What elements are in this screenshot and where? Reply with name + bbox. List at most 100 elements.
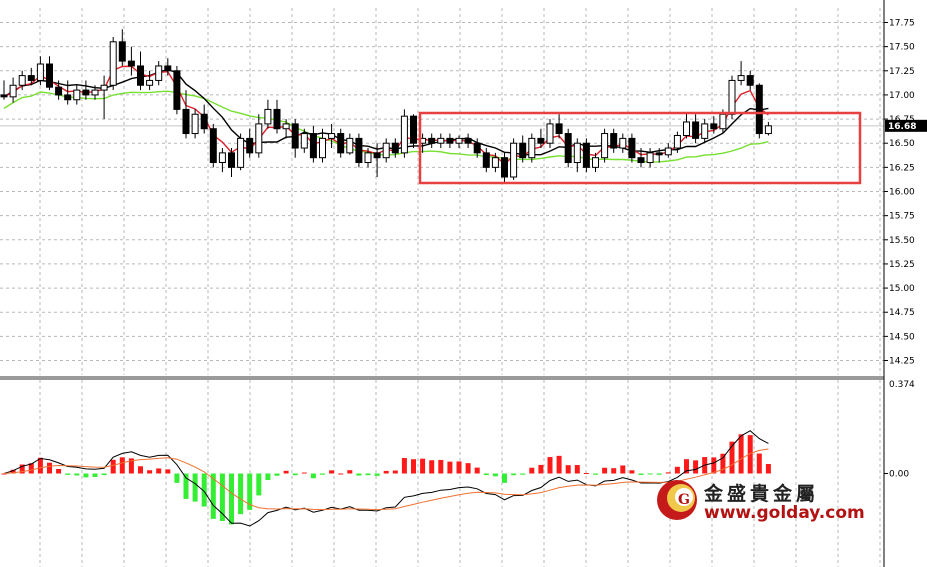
- candle-body: [9, 84, 17, 98]
- candle-body: [218, 152, 226, 164]
- macd-histogram-bar: [411, 459, 416, 474]
- candle-body: [246, 137, 254, 154]
- candle: [291, 119, 299, 158]
- candle-body: [91, 89, 99, 96]
- candle-body: [501, 157, 508, 178]
- candle-body: [637, 157, 645, 164]
- macd-histogram-bar: [28, 463, 34, 474]
- candle-body: [646, 152, 654, 164]
- macd-histogram-bar: [638, 473, 644, 475]
- macd-histogram-bar: [292, 473, 298, 476]
- macd-histogram-bar: [338, 473, 344, 475]
- candle: [218, 148, 226, 173]
- candle: [0, 80, 8, 100]
- macd-histogram-bar: [620, 465, 626, 474]
- macd-histogram-bar: [383, 470, 389, 474]
- candle: [692, 114, 700, 144]
- macd-histogram-bar: [547, 457, 553, 474]
- macd-histogram-bar: [438, 459, 444, 474]
- candle-body: [164, 65, 172, 72]
- candle: [701, 119, 709, 144]
- macd-line: [3, 430, 769, 527]
- candle: [237, 133, 245, 171]
- candle: [528, 133, 536, 163]
- watermark-chinese-text: 金盛貴金屬: [703, 482, 819, 505]
- macd-histogram-bar: [365, 473, 371, 476]
- candle: [300, 128, 308, 153]
- candle-body: [73, 89, 81, 101]
- macd-histogram-bar: [119, 457, 125, 474]
- macd-histogram-bar: [538, 464, 544, 474]
- candle-body: [191, 113, 199, 135]
- macd-histogram-bar: [320, 473, 325, 475]
- candle-body: [664, 147, 672, 156]
- candle-body: [146, 79, 154, 86]
- candle-body: [683, 121, 690, 136]
- candle: [501, 152, 508, 184]
- candle-body: [291, 123, 299, 149]
- candle-body: [337, 133, 345, 154]
- macd-pane: 0.374 0.00: [1, 380, 915, 527]
- candle: [46, 56, 53, 91]
- macd-histogram-bar: [456, 461, 462, 474]
- macd-histogram-bar: [401, 458, 407, 474]
- candle-body: [273, 108, 281, 130]
- candle: [282, 119, 290, 139]
- macd-histogram-bar: [156, 468, 162, 474]
- macd-histogram-bar: [310, 473, 316, 479]
- candle: [746, 70, 754, 91]
- candle-body: [46, 63, 53, 88]
- candle: [555, 114, 563, 139]
- macd-histogram-bar: [37, 457, 43, 474]
- candle: [273, 99, 281, 134]
- candle-body: [364, 152, 372, 164]
- axis-tick-label: 15.00: [889, 284, 915, 294]
- macd-histogram-bar: [274, 473, 280, 476]
- candle-body: [555, 123, 563, 135]
- candle-body: [701, 123, 709, 139]
- candle: [519, 135, 527, 163]
- candle: [91, 85, 99, 100]
- candle-body: [0, 94, 8, 98]
- candle: [710, 116, 718, 134]
- macd-histogram-bar: [138, 466, 143, 474]
- candle-body: [746, 75, 754, 86]
- candle: [209, 123, 217, 168]
- macd-histogram-bar: [492, 473, 498, 477]
- candle: [601, 128, 609, 163]
- candle-body: [373, 152, 381, 159]
- macd-histogram-bar: [747, 435, 753, 474]
- macd-histogram-bar: [556, 455, 562, 474]
- candle: [55, 80, 63, 100]
- macd-histogram-bar: [301, 472, 307, 474]
- svg-text:G: G: [678, 492, 690, 508]
- candle-body: [710, 123, 718, 130]
- macd-histogram-bar: [10, 469, 16, 474]
- macd-histogram-bar: [238, 473, 244, 515]
- macd-histogram-bar: [192, 473, 198, 502]
- candle-body: [182, 108, 190, 135]
- candle: [200, 104, 208, 134]
- macd-histogram-bar: [65, 473, 71, 475]
- candle: [628, 133, 636, 163]
- macd-histogram-bar: [183, 473, 189, 499]
- macd-histogram-bar: [110, 459, 116, 474]
- candle-body: [319, 137, 326, 159]
- candle-body: [546, 123, 554, 144]
- candle: [391, 138, 399, 158]
- macd-histogram-bar: [765, 464, 771, 474]
- candle: [455, 135, 463, 149]
- macd-histogram-bar: [229, 473, 234, 525]
- macd-histogram-bar: [629, 470, 635, 474]
- candle-body: [573, 142, 581, 164]
- candle-body: [564, 133, 572, 164]
- candle: [9, 77, 17, 103]
- candle-body: [328, 133, 336, 139]
- candle: [155, 61, 163, 86]
- macd-histogram-bar: [174, 473, 180, 483]
- candle: [255, 114, 263, 158]
- macd-histogram-bar: [520, 473, 526, 475]
- golday-logo: G: [657, 480, 697, 520]
- macd-histogram-bar: [92, 473, 98, 477]
- macd-histogram-bar: [602, 467, 608, 474]
